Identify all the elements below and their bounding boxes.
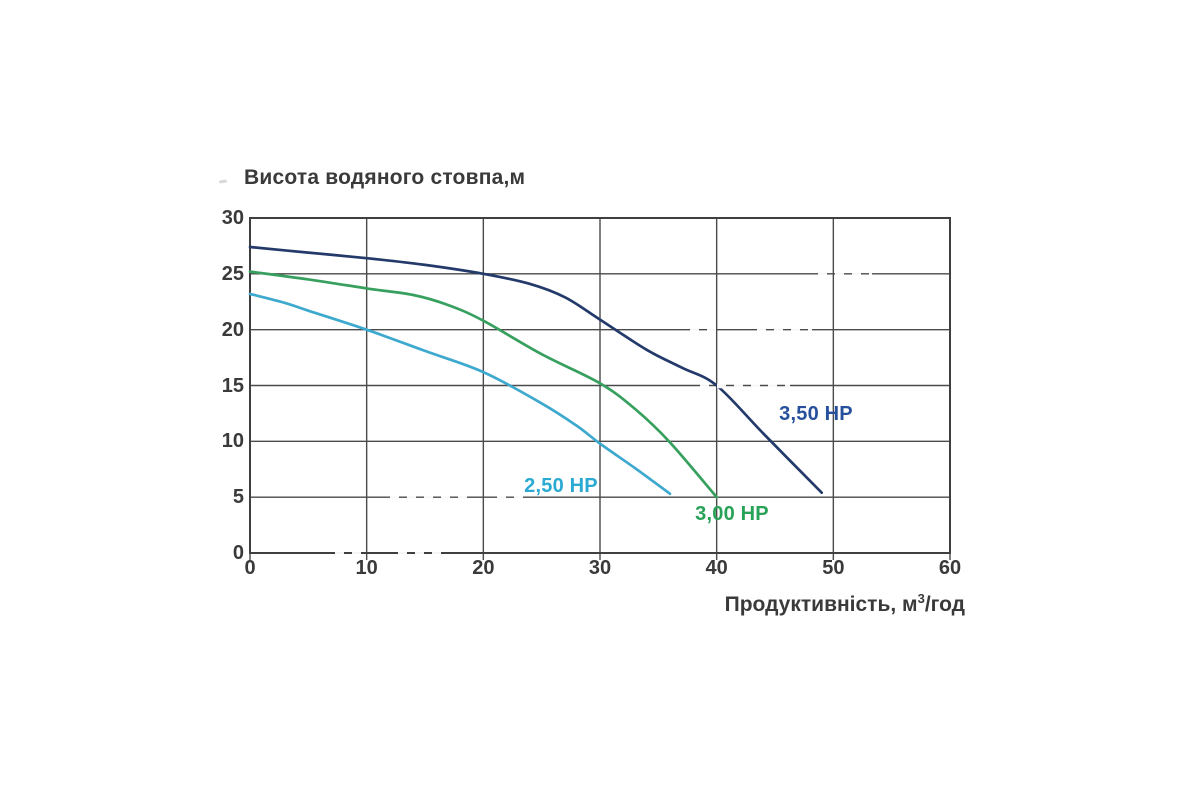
curve-3-50-hp: [248, 245, 824, 495]
x-axis-label-sup: 3: [917, 591, 925, 606]
y-tick-label-15: 15: [221, 374, 244, 397]
curve-label-3-00-hp: 3,00 HP: [695, 503, 769, 525]
watermark-dash: [487, 538, 520, 555]
x-tick-label-0: 0: [244, 557, 256, 579]
x-tick-label-40: 40: [705, 557, 728, 579]
y-tick-label-10: 10: [221, 430, 244, 453]
plot-border: [249, 217, 951, 554]
y-tick-label-20: 20: [221, 318, 244, 341]
curve-2-50-hp: [248, 292, 672, 496]
x-axis-label-main: Продуктивність, м: [724, 593, 918, 616]
y-tick-label-30: 30: [221, 207, 244, 229]
y-tick-label-25: 25: [221, 262, 244, 285]
x-axis-label-tail: /год: [924, 593, 965, 616]
chart-title: Висота водяного стовпа,м: [244, 166, 526, 189]
curve-label-2-50-hp: 2,50 HP: [524, 475, 598, 497]
x-tick-label-20: 20: [472, 557, 495, 579]
x-axis-label: Продуктивність, м3/год: [724, 591, 965, 617]
curve-label-3-50-hp: 3,50 HP: [779, 403, 853, 425]
y-tick-label-0: 0: [232, 542, 244, 564]
y-tick-label-5: 5: [232, 486, 244, 509]
x-tick-label-60: 60: [938, 557, 962, 579]
x-tick-label-10: 10: [355, 557, 378, 579]
x-tick-label-50: 50: [822, 557, 845, 579]
x-tick-label-30: 30: [588, 557, 612, 579]
curve-3-00-hp: [248, 270, 719, 499]
